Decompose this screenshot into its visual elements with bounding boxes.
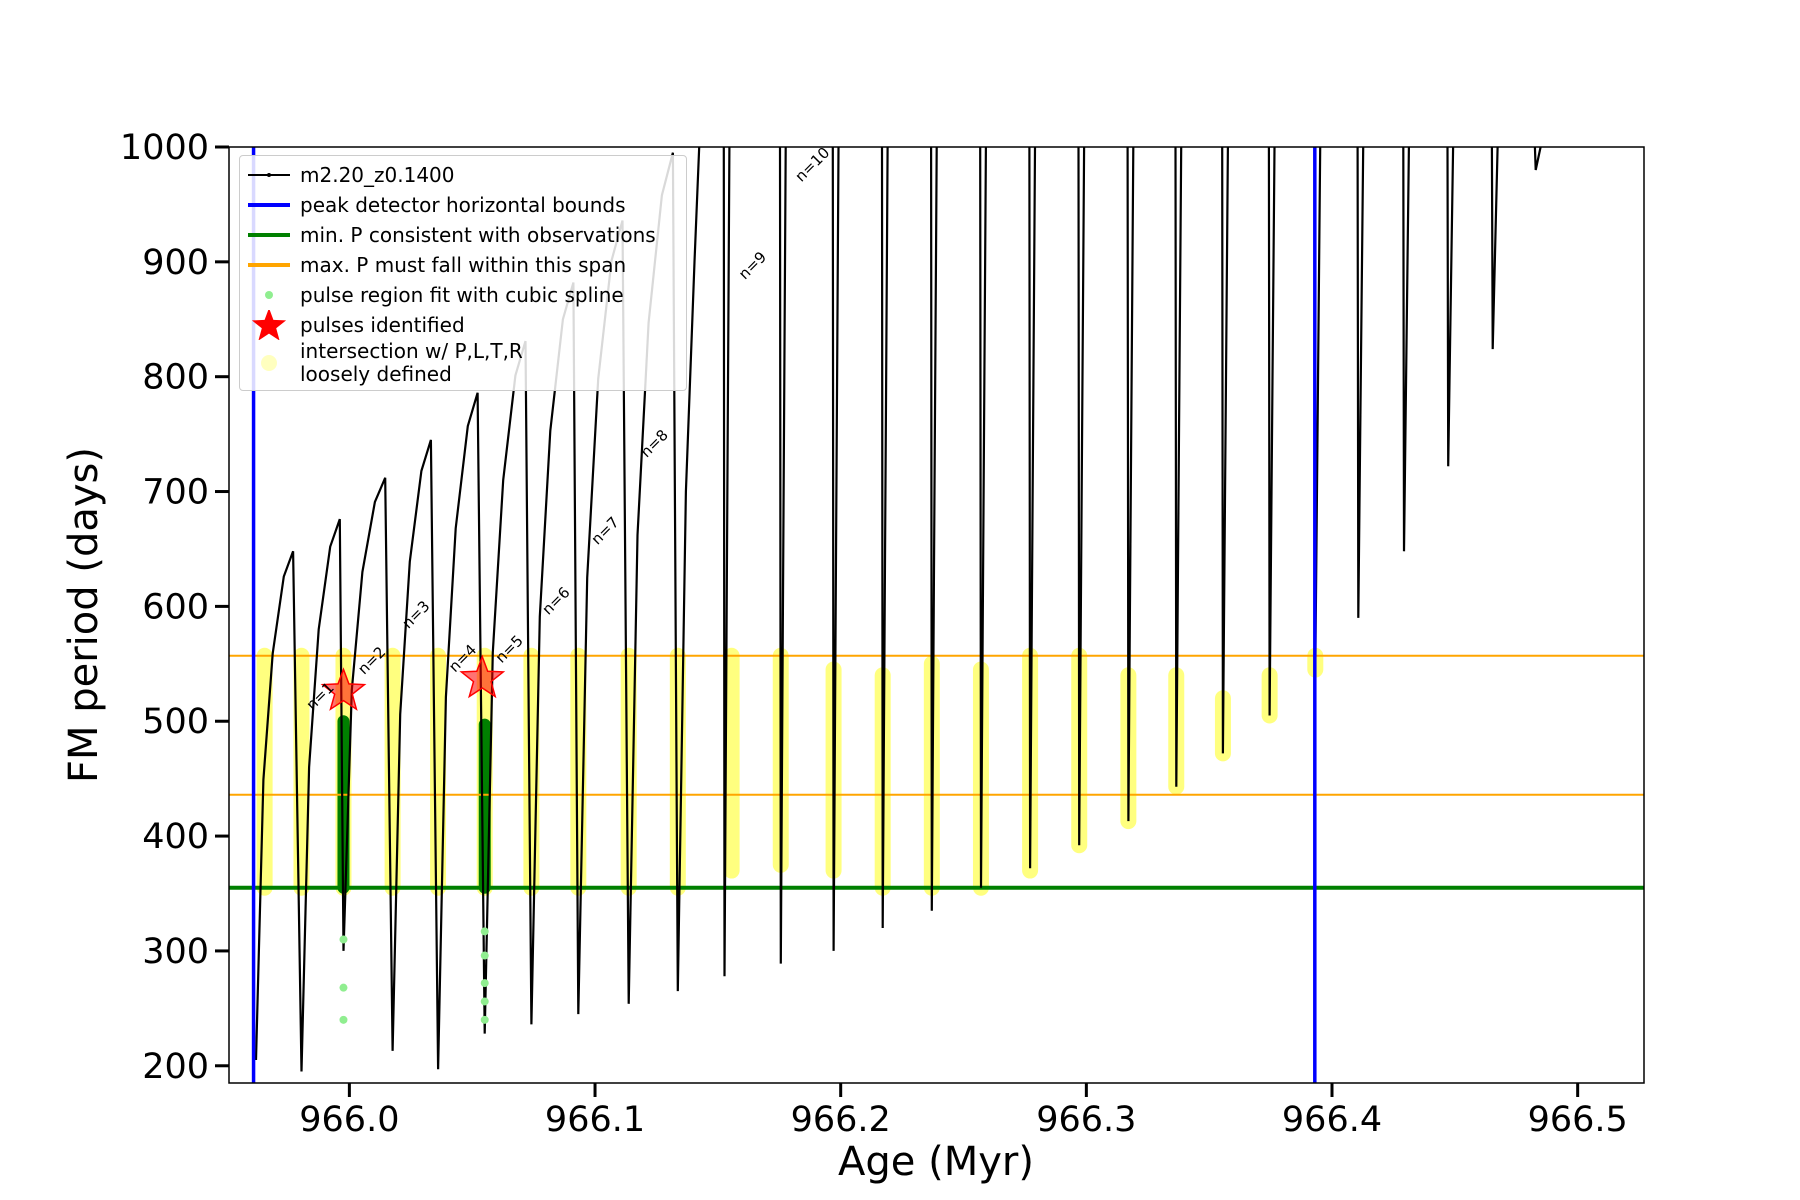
legend-entry: max. P must fall within this span	[240, 250, 686, 280]
spline-point	[480, 951, 489, 960]
plot-area: n=1n=2n=3n=4 n=5n=6n=7n=8n=9n=10	[229, 144, 1644, 1083]
x-tick-label: 966.4	[1282, 1100, 1382, 1140]
annotation: n=6	[538, 583, 573, 618]
swatch-star	[251, 310, 287, 340]
spline-point	[339, 983, 348, 992]
spline-point	[480, 979, 489, 988]
y-tick-label: 200	[142, 1047, 209, 1087]
x-tick-label: 966.1	[545, 1100, 645, 1140]
legend-label: intersection w/ P,L,T,R loosely defined	[300, 339, 523, 386]
pulse-star	[459, 654, 506, 699]
annotation: n=3	[398, 597, 433, 632]
legend-swatch	[265, 291, 273, 299]
legend-label: pulse region fit with cubic spline	[300, 282, 624, 307]
swatch-dot	[261, 355, 277, 371]
spline-point	[480, 927, 489, 936]
legend-entry: intersection w/ P,L,T,R loosely defined	[240, 340, 686, 386]
y-tick-label: 800	[142, 358, 209, 398]
legend-swatch	[251, 310, 287, 340]
data-line	[254, 147, 1542, 1072]
legend-entry: pulse region fit with cubic spline	[240, 280, 686, 310]
x-tick-label: 966.0	[299, 1100, 399, 1140]
y-tick-label: 600	[142, 587, 209, 627]
y-axis-label: FM period (days)	[61, 447, 107, 783]
spline-point	[339, 1015, 348, 1024]
annotation: n=2	[354, 643, 389, 678]
y-tick-label: 700	[142, 473, 209, 513]
legend-entry: pulses identified	[240, 310, 686, 340]
swatch-dot	[265, 291, 273, 299]
pulse-star	[320, 667, 367, 711]
annotation: n=5	[492, 632, 527, 667]
legend-entry: m2.20_z0.1400	[240, 160, 686, 190]
legend-swatch	[248, 263, 290, 267]
x-axis-label: Age (Myr)	[838, 1139, 1034, 1185]
spline-point	[480, 1015, 489, 1024]
legend-label: pulses identified	[300, 312, 465, 337]
annotation: n=9	[735, 248, 770, 283]
legend-label: peak detector horizontal bounds	[300, 192, 626, 217]
x-tick-label: 966.3	[1036, 1100, 1136, 1140]
x-tick-label: 966.5	[1528, 1100, 1628, 1140]
legend-entry: peak detector horizontal bounds	[240, 190, 686, 220]
plot-frame	[228, 146, 1645, 1084]
y-tick-label: 900	[142, 243, 209, 283]
legend-swatch	[261, 355, 277, 371]
legend-swatch	[248, 203, 290, 207]
legend-label: max. P must fall within this span	[300, 252, 627, 277]
legend-entry: min. P consistent with observations	[240, 220, 686, 250]
y-tick-label: 1000	[120, 128, 209, 168]
legend-swatch	[248, 233, 290, 237]
legend-label: m2.20_z0.1400	[300, 162, 455, 187]
y-tick-label: 400	[142, 817, 209, 857]
x-tick-label: 966.2	[791, 1100, 891, 1140]
annotation: n=4	[445, 641, 480, 676]
y-tick-label: 300	[142, 932, 209, 972]
y-tick-label: 500	[142, 702, 209, 742]
annotation: n=10	[791, 144, 833, 186]
swatch-dot	[267, 173, 271, 177]
legend-label: min. P consistent with observations	[300, 222, 656, 247]
legend-swatch	[248, 173, 290, 177]
spline-point	[480, 997, 489, 1006]
spline-point	[339, 935, 348, 944]
annotation: n=7	[588, 513, 623, 548]
